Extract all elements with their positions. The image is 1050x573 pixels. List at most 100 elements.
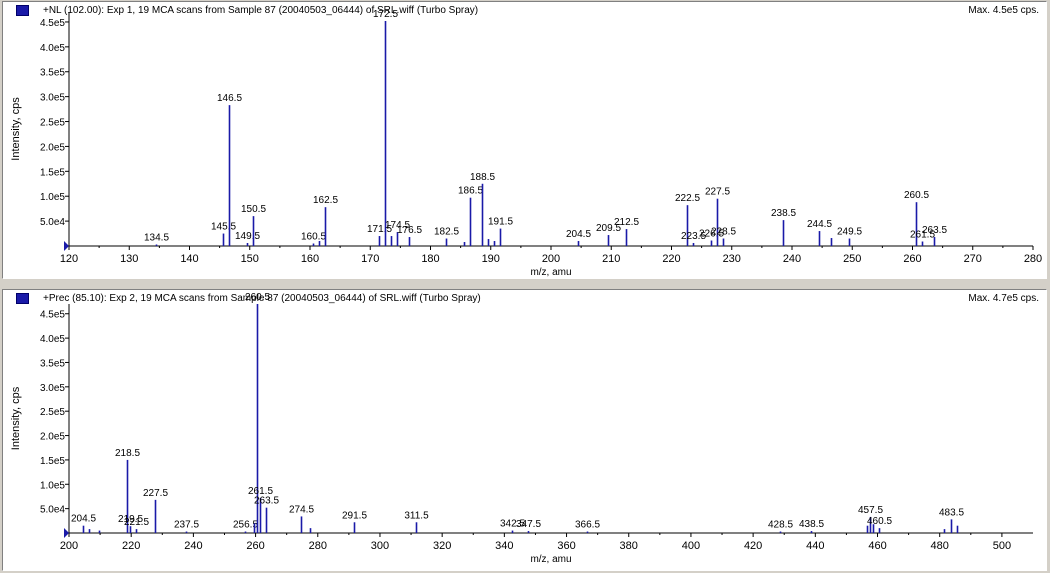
max-intensity-label: Max. 4.5e5 cps. <box>968 5 1039 16</box>
x-tick-label: 130 <box>120 253 138 265</box>
x-tick-label: 480 <box>931 540 949 552</box>
nl-spectrum-chart[interactable]: 120 130 140 150 160 170 180 190 200 210 220 230 240 2… <box>3 2 1046 278</box>
x-tick-label: 230 <box>723 253 741 265</box>
y-tick-label: 5.0e4 <box>40 505 65 516</box>
pane-title: +NL (102.00): Exp 1, 19 MCA scans from S… <box>43 5 479 16</box>
peak-label: 460.5 <box>867 516 892 527</box>
peak-label: 218.5 <box>115 448 140 459</box>
peak-label: 188.5 <box>470 172 495 183</box>
peak-label: 204.5 <box>71 514 96 525</box>
peak-label: 204.5 <box>566 229 591 240</box>
x-tick-label: 300 <box>371 540 389 552</box>
spectrum-pane-nl[interactable]: +NL (102.00): Exp 1, 19 MCA scans from S… <box>2 1 1047 279</box>
peak-label: 145.5 <box>211 222 236 233</box>
peak-label: 222.5 <box>675 193 700 204</box>
y-tick-label: 3.5e5 <box>40 68 65 79</box>
peak-label: 162.5 <box>313 195 338 206</box>
peak-label: 457.5 <box>858 505 883 516</box>
peak-label: 191.5 <box>488 217 513 228</box>
x-tick-label: 140 <box>180 253 198 265</box>
y-tick-label: 1.0e5 <box>40 480 65 491</box>
x-tick-label: 120 <box>60 253 78 265</box>
y-tick-label: 4.5e5 <box>40 18 65 29</box>
y-tick-label: 3.0e5 <box>40 93 65 104</box>
y-tick-label: 5.0e4 <box>40 217 65 228</box>
spectrum-pane-prec[interactable]: +Prec (85.10): Exp 2, 19 MCA scans from … <box>2 289 1047 571</box>
y-tick-label: 2.0e5 <box>40 432 65 443</box>
y-tick-label: 3.0e5 <box>40 383 65 394</box>
y-tick-label: 1.5e5 <box>40 167 65 178</box>
peak-label: 263.5 <box>254 496 279 507</box>
x-tick-label: 220 <box>122 540 140 552</box>
x-tick-label: 210 <box>602 253 620 265</box>
y-tick-label: 2.5e5 <box>40 118 65 129</box>
x-tick-label: 500 <box>993 540 1011 552</box>
prec-spectrum-chart[interactable]: 200 220 240 260 280 300 320 340 360 380 400 420 440 4… <box>3 290 1046 570</box>
x-tick-label: 420 <box>744 540 762 552</box>
peak-label: 428.5 <box>768 520 793 531</box>
x-tick-label: 200 <box>60 540 78 552</box>
peak-label: 261.5 <box>910 230 935 241</box>
y-axis-title: Intensity, cps <box>10 97 22 161</box>
x-axis-title: m/z, amu <box>530 554 571 565</box>
x-tick-label: 400 <box>682 540 700 552</box>
x-tick-label: 440 <box>806 540 824 552</box>
series-legend-icon[interactable] <box>16 293 29 304</box>
peak-label: 209.5 <box>596 223 621 234</box>
x-tick-label: 270 <box>964 253 982 265</box>
x-tick-label: 170 <box>361 253 379 265</box>
peak-label: 186.5 <box>458 186 483 197</box>
peak-label: 227.5 <box>143 488 168 499</box>
y-tick-label: 1.0e5 <box>40 192 65 203</box>
peak-label: 238.5 <box>771 208 796 219</box>
peak-label: 134.5 <box>144 233 169 244</box>
x-tick-label: 380 <box>620 540 638 552</box>
peak-label: 366.5 <box>575 520 600 531</box>
y-tick-label: 1.5e5 <box>40 456 65 467</box>
pane-header: +NL (102.00): Exp 1, 19 MCA scans from S… <box>3 2 1046 20</box>
peak-label: 261.5 <box>248 486 273 497</box>
peak-label: 244.5 <box>807 219 832 230</box>
peak-label: 311.5 <box>404 510 429 521</box>
peak-label: 260.5 <box>904 190 929 201</box>
peak-label: 221.5 <box>124 517 149 528</box>
x-tick-label: 260 <box>246 540 264 552</box>
origin-marker <box>64 528 69 538</box>
peak-label: 347.5 <box>516 519 541 530</box>
peak-label: 291.5 <box>342 510 367 521</box>
peak-label: 223.5 <box>681 231 706 242</box>
peak-label: 226.5 <box>699 229 724 240</box>
peak-label: 149.5 <box>235 231 260 242</box>
origin-marker <box>64 241 69 251</box>
peak-label: 172.5 <box>373 9 398 20</box>
peak-label: 342.5 <box>500 519 525 530</box>
y-tick-label: 4.0e5 <box>40 43 65 54</box>
peak-label: 274.5 <box>289 504 314 515</box>
y-tick-label: 2.5e5 <box>40 407 65 418</box>
peak-label: 227.5 <box>705 187 730 198</box>
peak-label: 249.5 <box>837 227 862 238</box>
x-tick-label: 240 <box>184 540 202 552</box>
x-tick-label: 280 <box>309 540 327 552</box>
peak-label: 182.5 <box>434 227 459 238</box>
peak-label: 237.5 <box>174 520 199 531</box>
peak-label: 212.5 <box>614 217 639 228</box>
x-tick-label: 180 <box>421 253 439 265</box>
x-tick-label: 200 <box>542 253 560 265</box>
x-tick-label: 240 <box>783 253 801 265</box>
x-axis-title: m/z, amu <box>530 267 571 278</box>
peak-label: 263.5 <box>922 225 947 236</box>
peak-label: 160.5 <box>301 232 326 243</box>
x-tick-label: 190 <box>482 253 500 265</box>
peak-label: 219.5 <box>118 514 143 525</box>
x-tick-label: 320 <box>433 540 451 552</box>
y-tick-label: 4.5e5 <box>40 310 65 321</box>
pane-title: +Prec (85.10): Exp 2, 19 MCA scans from … <box>43 293 481 304</box>
x-tick-label: 220 <box>662 253 680 265</box>
peak-label: 260.5 <box>245 292 270 303</box>
x-tick-label: 250 <box>843 253 861 265</box>
y-axis-title: Intensity, cps <box>10 386 22 450</box>
peak-label: 174.5 <box>385 220 410 231</box>
series-legend-icon[interactable] <box>16 5 29 16</box>
peak-label: 256.5 <box>233 520 258 531</box>
